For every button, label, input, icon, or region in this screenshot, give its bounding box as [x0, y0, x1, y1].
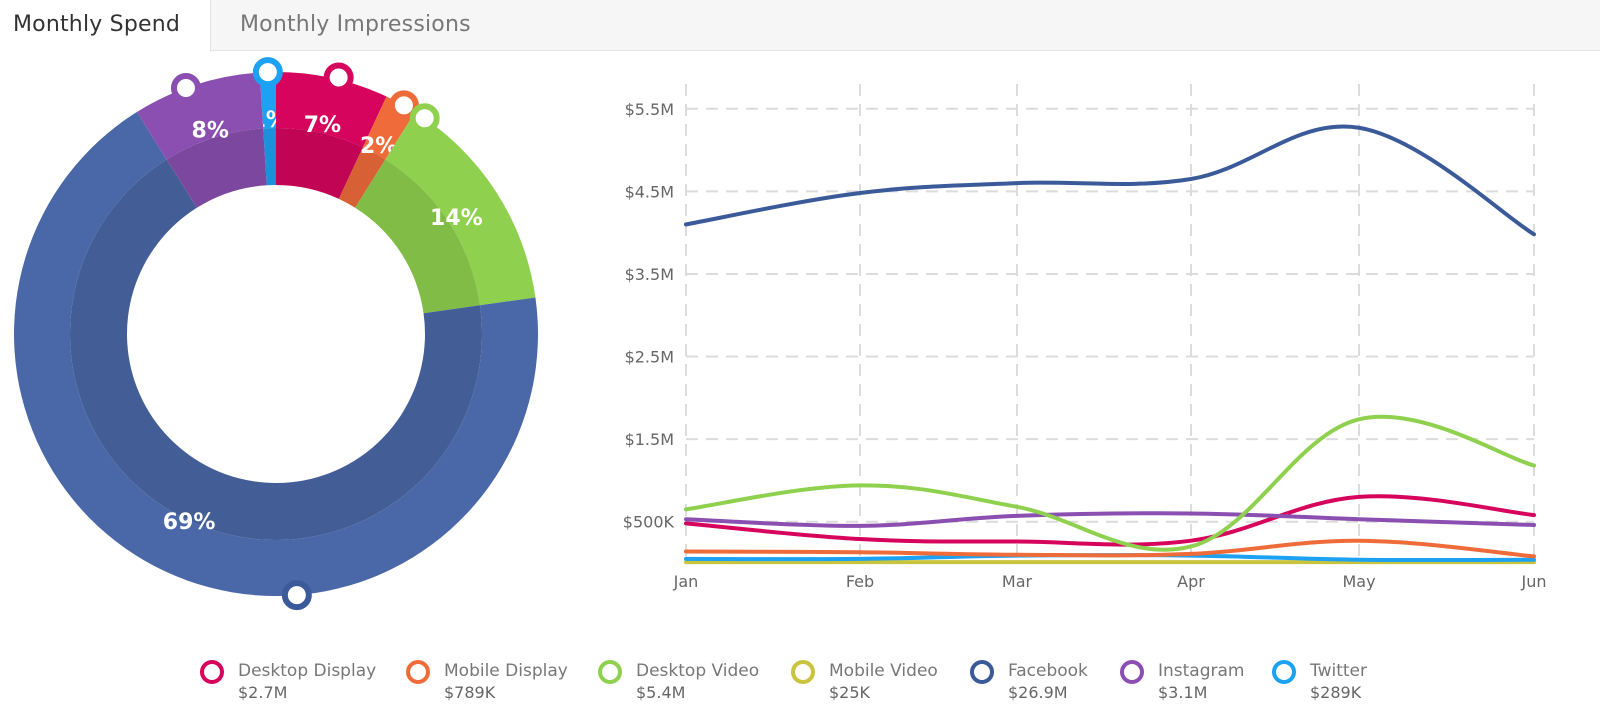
legend-name: Mobile Display — [444, 661, 568, 681]
legend: Desktop Display $2.7M Mobile Display $78… — [0, 655, 1600, 715]
donut-label-desktop-video: 14% — [430, 206, 483, 231]
series-line-instagram[interactable] — [684, 511, 1536, 528]
tab-bar: Monthly Spend Monthly Impressions — [0, 0, 1600, 52]
legend-name: Facebook — [1008, 661, 1088, 681]
legend-name: Desktop Display — [238, 661, 377, 681]
legend-ring-icon — [791, 660, 815, 684]
donut-marker-desktop-video[interactable] — [409, 103, 440, 134]
legend-value: $789K — [444, 683, 496, 702]
x-tick-label: Jan — [673, 572, 699, 591]
y-tick-label: $4.5M — [625, 182, 674, 201]
x-tick-label: Apr — [1177, 572, 1205, 591]
donut-slice-inner-desktop-display — [276, 128, 363, 199]
donut-slice-inner-desktop-video — [355, 159, 480, 314]
series-line-mobile-display[interactable] — [684, 538, 1536, 559]
legend-name: Instagram — [1158, 661, 1245, 681]
tab-monthly-spend[interactable]: Monthly Spend — [0, 0, 211, 52]
tab-monthly-impressions[interactable]: Monthly Impressions — [240, 12, 471, 37]
donut-label-facebook: 69% — [163, 510, 216, 535]
legend-value: $2.7M — [238, 683, 288, 702]
donut-label-instagram: 8% — [192, 118, 229, 143]
y-tick-label: $2.5M — [625, 348, 674, 367]
legend-value: $3.1M — [1158, 683, 1208, 702]
donut-marker-mobile-display[interactable] — [388, 90, 419, 121]
legend-value: $26.9M — [1008, 683, 1068, 702]
y-tick-label: $5.5M — [625, 100, 674, 119]
legend-ring-icon — [200, 660, 224, 684]
series-line-desktop-video[interactable] — [684, 414, 1536, 552]
donut-slice-inner-twitter — [263, 128, 276, 186]
donut-marker-facebook[interactable] — [281, 580, 312, 611]
x-tick-label: Mar — [1002, 572, 1033, 591]
legend-ring-icon — [1120, 660, 1144, 684]
line-chart: $500K $1.5M $2.5M $3.5M $4.5M $5.5M Jan Feb Mar A… — [623, 84, 1547, 591]
legend-value: $5.4M — [636, 683, 686, 702]
legend-ring-icon — [970, 660, 994, 684]
donut-slice-inner-mobile-display — [338, 147, 386, 208]
donut-slice-desktop-display[interactable] — [276, 72, 387, 148]
donut-marker-desktop-display[interactable] — [323, 62, 354, 93]
donut-chart: 1% 7%2%14%69%8% — [14, 57, 539, 611]
series-line-desktop-display[interactable] — [684, 494, 1536, 547]
legend-ring-icon — [406, 660, 430, 684]
x-tick-label: Jun — [1521, 572, 1547, 591]
y-tick-label: $3.5M — [625, 265, 674, 284]
legend-name: Mobile Video — [829, 661, 938, 681]
legend-ring-icon — [598, 660, 622, 684]
series-line-facebook[interactable] — [684, 124, 1536, 237]
donut-marker-twitter[interactable] — [252, 57, 283, 88]
legend-value: $289K — [1310, 683, 1362, 702]
legend-name: Twitter — [1310, 661, 1367, 681]
y-tick-label: $500K — [623, 513, 675, 532]
x-tick-label: Feb — [846, 572, 874, 591]
x-tick-label: May — [1342, 572, 1375, 591]
donut-slice-desktop-video[interactable] — [385, 112, 536, 306]
donut-marker-instagram[interactable] — [170, 72, 201, 103]
legend-ring-icon — [1272, 660, 1296, 684]
donut-slice-inner-instagram — [166, 128, 267, 208]
y-tick-label: $1.5M — [625, 430, 674, 449]
donut-slice-inner-facebook — [69, 159, 482, 540]
legend-value: $25K — [829, 683, 871, 702]
donut-slice-instagram[interactable] — [136, 72, 264, 160]
donut-label-desktop-display: 7% — [304, 113, 341, 138]
legend-name: Desktop Video — [636, 661, 760, 681]
